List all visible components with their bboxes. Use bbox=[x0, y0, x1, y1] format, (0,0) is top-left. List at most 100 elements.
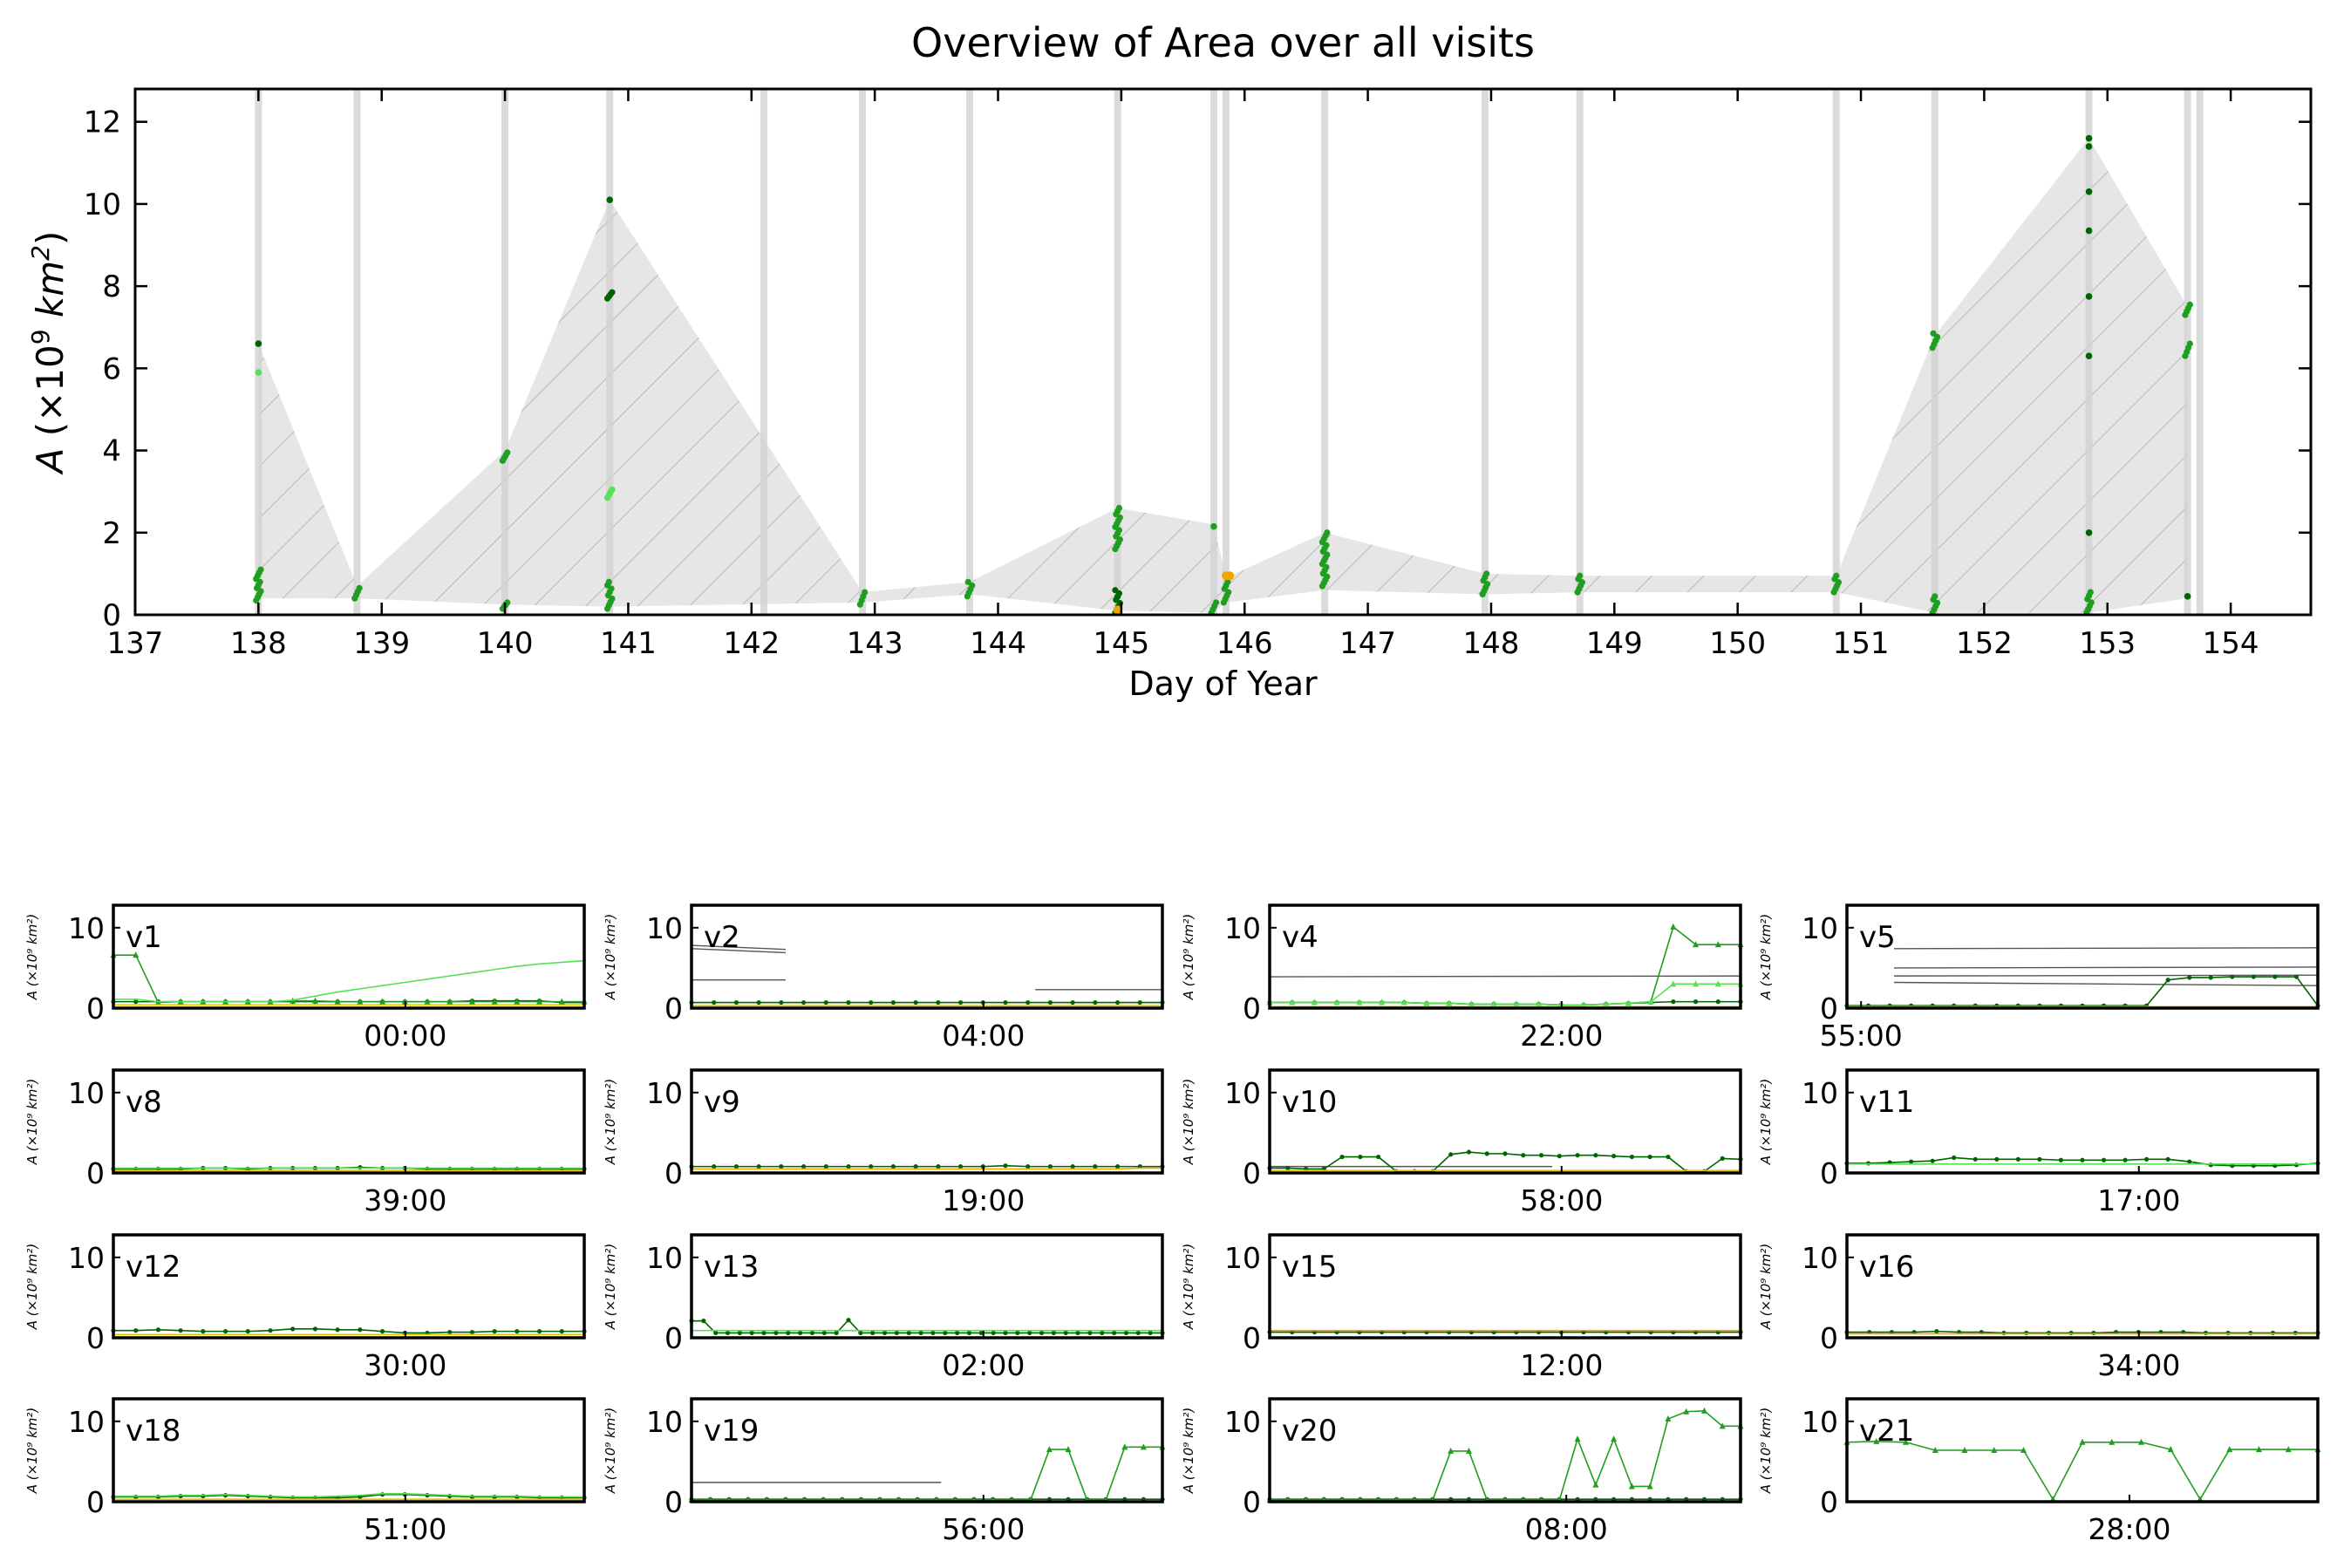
series-marker bbox=[936, 1164, 941, 1169]
series-marker bbox=[1903, 1438, 1909, 1445]
series-marker bbox=[894, 1330, 899, 1336]
data-point-0 bbox=[255, 340, 262, 347]
data-point bbox=[1224, 578, 1231, 585]
series-marker bbox=[1423, 999, 1430, 1006]
series-marker bbox=[222, 1329, 228, 1334]
panel-label: v18 bbox=[126, 1414, 181, 1449]
series-marker bbox=[2187, 975, 2192, 980]
series-marker bbox=[1148, 1330, 1153, 1336]
x-tick-label: 146 bbox=[1216, 626, 1273, 661]
data-point bbox=[2186, 340, 2193, 347]
data-point-6 bbox=[1225, 571, 1235, 581]
panel-y-tick-label: 0 bbox=[664, 1321, 683, 1355]
y-tick-label: 4 bbox=[102, 434, 121, 469]
x-tick-label: 149 bbox=[1586, 626, 1643, 661]
x-tick-label: 138 bbox=[230, 626, 287, 661]
series-marker bbox=[1611, 1154, 1617, 1159]
series-marker bbox=[943, 1330, 948, 1336]
data-point-11 bbox=[2085, 293, 2093, 300]
panel-label: v8 bbox=[126, 1085, 162, 1120]
series-marker bbox=[1557, 1154, 1562, 1159]
panel-v10: 0 10 58:00 v10 A (×10⁹ km²) bbox=[1181, 1068, 1743, 1217]
panel-y-axis-label: A (×10⁹ km²) bbox=[1758, 1408, 1774, 1494]
ref-line-1 bbox=[691, 948, 787, 954]
series-line-dark bbox=[1847, 1330, 2318, 1334]
series-marker bbox=[1046, 1446, 1053, 1453]
series-marker bbox=[1025, 999, 1031, 1006]
panel-frame bbox=[1268, 1068, 1742, 1175]
panel-x-tick-label: 04:00 bbox=[942, 1019, 1025, 1053]
panel-v18: 0 10 51:00 v18 A (×10⁹ km²) bbox=[24, 1397, 587, 1546]
series-marker bbox=[1093, 999, 1098, 1006]
panel-y-tick-label: 10 bbox=[1802, 911, 1838, 945]
series-marker bbox=[1140, 1443, 1147, 1450]
data-point bbox=[1577, 572, 1584, 579]
series-marker bbox=[1003, 999, 1008, 1006]
data-point bbox=[605, 578, 612, 585]
series-marker bbox=[424, 998, 431, 1005]
panel-y-tick-label: 0 bbox=[664, 1156, 683, 1190]
series-marker bbox=[469, 1329, 475, 1335]
panel-v16: 0 10 34:00 v16 A (×10⁹ km²) bbox=[1758, 1233, 2320, 1382]
x-tick-label: 154 bbox=[2203, 626, 2259, 661]
panel-y-axis-label: A (×10⁹ km²) bbox=[24, 1408, 40, 1494]
series-marker bbox=[1333, 999, 1340, 1006]
point-cluster-4 bbox=[603, 578, 616, 612]
panel-label: v12 bbox=[126, 1250, 181, 1285]
series-marker bbox=[1994, 1156, 2000, 1162]
series-marker bbox=[1289, 999, 1296, 1006]
series-marker bbox=[966, 1330, 972, 1336]
series-marker bbox=[178, 1328, 183, 1333]
panel-y-tick-label: 10 bbox=[68, 911, 105, 945]
y-tick-label: 0 bbox=[102, 598, 121, 633]
x-tick-label: 139 bbox=[353, 626, 410, 661]
series-marker bbox=[1611, 1435, 1618, 1442]
panel-frame bbox=[112, 1233, 586, 1340]
y-label-part: km bbox=[29, 261, 72, 330]
series-marker bbox=[821, 1330, 827, 1336]
series-marker bbox=[1093, 1164, 1098, 1169]
y-tick-label: 12 bbox=[84, 106, 121, 140]
point-cluster-8 bbox=[964, 578, 976, 600]
series-marker bbox=[1693, 999, 1699, 1005]
panel-y-axis-label: A (×10⁹ km²) bbox=[1758, 1079, 1774, 1165]
series-line-dark bbox=[113, 1493, 584, 1499]
series-marker bbox=[846, 1318, 851, 1323]
series-marker bbox=[1465, 1447, 1472, 1454]
series-marker bbox=[2272, 974, 2278, 979]
series-marker bbox=[1593, 1153, 1598, 1158]
series-marker bbox=[1448, 1447, 1455, 1454]
panel-y-axis-label: A (×10⁹ km²) bbox=[1181, 1079, 1196, 1165]
series-marker bbox=[1603, 1000, 1610, 1007]
data-point-9 bbox=[2085, 187, 2093, 195]
series-marker bbox=[2256, 1446, 2262, 1453]
series-marker bbox=[2001, 1330, 2007, 1336]
panel-frame bbox=[1268, 1233, 1742, 1340]
series-marker bbox=[1502, 1151, 1508, 1156]
data-point bbox=[2087, 589, 2094, 596]
series-marker bbox=[2046, 1330, 2052, 1336]
series-marker bbox=[846, 1164, 851, 1169]
y-label-sup: 2 bbox=[26, 245, 55, 261]
data-point bbox=[356, 584, 363, 591]
panel-label: v19 bbox=[704, 1414, 759, 1449]
series-marker bbox=[1952, 1155, 1957, 1161]
panel-y-tick-label: 10 bbox=[1224, 1076, 1261, 1110]
y-tick-label: 10 bbox=[84, 187, 121, 222]
panel-x-tick-label: 55:00 bbox=[1820, 1019, 1903, 1053]
data-point bbox=[862, 589, 869, 596]
overview-frame bbox=[133, 87, 2313, 617]
series-marker bbox=[2293, 974, 2300, 979]
data-point bbox=[257, 566, 264, 573]
panel-y-tick-label: 0 bbox=[664, 992, 683, 1026]
series-marker bbox=[2079, 1438, 2086, 1445]
panel-x-tick-label: 34:00 bbox=[2097, 1348, 2180, 1382]
series-marker bbox=[978, 1330, 984, 1336]
panel-y-tick-label: 10 bbox=[1224, 1405, 1261, 1439]
panel-frame bbox=[690, 1397, 1164, 1503]
series-marker bbox=[918, 1330, 923, 1336]
series-marker bbox=[2068, 1330, 2074, 1336]
panel-label: v13 bbox=[704, 1250, 759, 1285]
data-point-1 bbox=[255, 369, 262, 376]
data-point bbox=[964, 578, 971, 585]
